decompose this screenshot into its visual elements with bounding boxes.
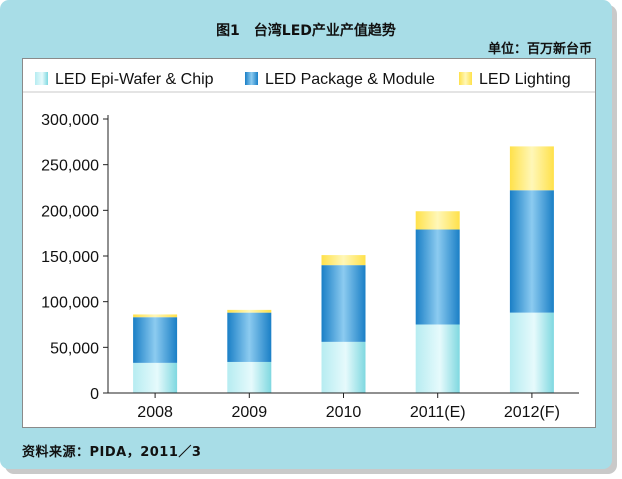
legend-label-3: LED Lighting (479, 71, 571, 88)
unit-label: 单位：百万新台币 (487, 42, 592, 57)
bar-segment-1 (509, 312, 554, 393)
legend-swatch-2 (245, 72, 258, 85)
legend-swatch-1 (35, 72, 48, 85)
legend-swatch-3 (459, 72, 472, 85)
bar-segment-3 (509, 146, 554, 191)
legend-label-1: LED Epi-Wafer & Chip (55, 71, 214, 88)
chart-panel: LED Epi-Wafer & Chip LED Package & Module… (22, 58, 596, 428)
bar-segment-1 (227, 361, 272, 393)
y-tick-label: 150,000 (41, 249, 99, 266)
legend: LED Epi-Wafer & Chip LED Package & Module… (35, 71, 571, 88)
bar-segment-3 (415, 211, 460, 230)
y-tick-label: 200,000 (41, 203, 99, 220)
y-tick-label: 300,000 (41, 112, 99, 129)
bar-segment-1 (415, 324, 460, 393)
y-tick-label: 0 (90, 386, 99, 403)
chart-title: 图1 台湾LED产业产值趋势 (216, 23, 396, 39)
x-tick-label: 2011(E) (410, 404, 466, 421)
chart-frame: 图1 台湾LED产业产值趋势 单位：百万新台币 (0, 0, 612, 469)
x-tick-label: 2009 (232, 404, 268, 421)
bar-segment-1 (321, 341, 366, 393)
bar-segment-3 (227, 309, 272, 313)
bar-segment-1 (133, 362, 178, 393)
bars (133, 146, 554, 393)
stacked-bar-chart: LED Epi-Wafer & Chip LED Package & Module… (23, 71, 595, 421)
bar-segment-2 (133, 317, 178, 363)
x-tick-label: 2012(F) (504, 404, 560, 421)
y-tick-label: 50,000 (50, 340, 99, 357)
bar-segment-2 (321, 265, 366, 342)
source-note: 资料来源：PIDA，2011／3 (22, 445, 202, 460)
bar-segment-2 (509, 190, 554, 313)
x-tick-label: 2008 (137, 404, 173, 421)
bar-segment-2 (227, 312, 272, 362)
bar-segment-2 (415, 229, 460, 325)
x-tick-label: 2010 (326, 404, 362, 421)
legend-label-2: LED Package & Module (265, 71, 435, 88)
y-tick-label: 100,000 (41, 295, 99, 312)
bar-segment-3 (321, 255, 366, 266)
y-tick-label: 250,000 (41, 158, 99, 175)
axes: 0 50,000 100,000 150,000 200,000 250,000 300,0… (41, 112, 579, 421)
bar-segment-3 (133, 314, 178, 318)
